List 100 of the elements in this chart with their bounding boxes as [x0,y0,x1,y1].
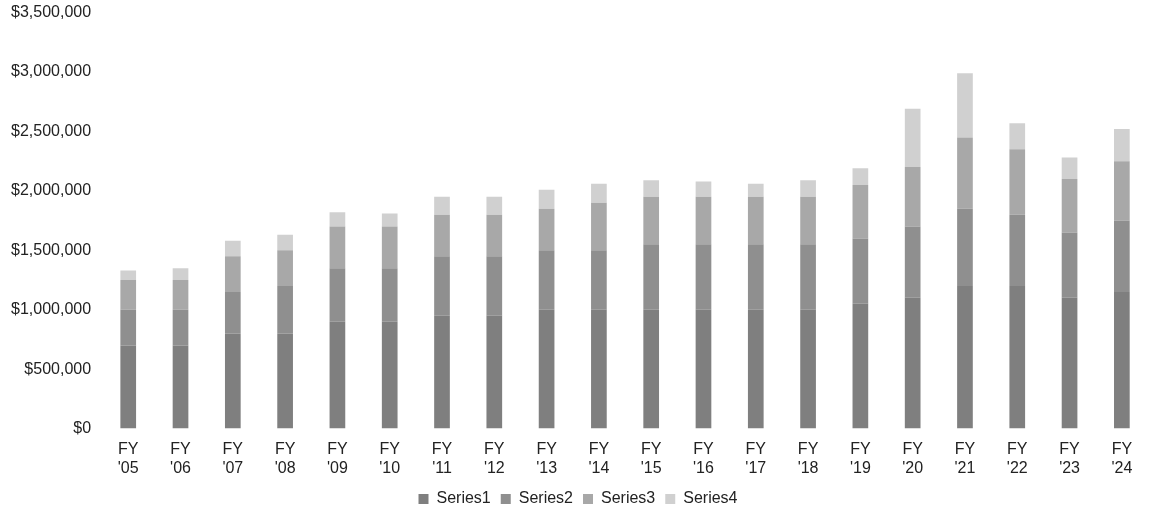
bar [120,345,137,429]
y-tick-label: $500,000 [24,359,92,377]
bar [538,250,555,310]
bar [957,285,973,429]
bar [486,315,503,429]
bar [1114,220,1130,292]
bar [224,291,241,334]
bar [800,196,816,245]
bar [1009,285,1026,429]
bar [591,183,607,203]
bar [434,315,450,429]
bar [747,196,764,245]
legend-label: Series1 [436,489,491,507]
x-tick-label: FY '05 [117,439,139,476]
y-tick-label: $2,000,000 [11,181,92,199]
bar [904,226,921,298]
bar [695,309,712,429]
bar [172,345,189,429]
bar [434,196,450,215]
bar [1114,161,1130,221]
bar [434,214,450,257]
bar [277,234,293,251]
y-tick-label: $3,000,000 [11,62,92,80]
bar [538,309,555,429]
x-tick-label: FY '18 [797,439,819,476]
bar [329,321,346,429]
legend-label: Series4 [683,489,738,507]
bar [852,168,869,185]
y-tick-label: $2,500,000 [11,121,92,139]
bar [904,297,921,429]
bar [224,240,241,257]
y-tick-label: $1,500,000 [11,240,92,258]
x-tick-label: FY '15 [640,439,662,476]
bar [538,208,555,251]
bar [695,244,712,310]
bar [381,213,398,227]
bar [224,256,241,292]
bar [277,333,293,429]
x-tick-label: FY '06 [170,439,192,476]
bar [800,180,816,197]
bar [747,244,764,310]
bar [1009,214,1026,286]
x-tick-label: FY '11 [431,439,453,476]
x-tick-label: FY '19 [849,439,871,476]
bar [486,256,503,316]
y-tick-label: $3,500,000 [11,3,92,21]
bar [852,238,869,304]
x-tick-label: FY '24 [1111,439,1133,476]
bar [957,73,973,138]
bar [643,180,660,197]
bar [434,256,450,316]
bar [747,309,764,429]
bar [329,268,346,322]
bar [329,226,346,269]
bar [172,309,189,346]
x-tick-label: FY '23 [1059,439,1081,476]
bar [381,226,398,269]
x-tick-label: FY '13 [536,439,558,476]
bar [591,202,607,251]
bar [1009,149,1026,215]
bar [643,309,660,429]
legend-label: Series3 [601,489,656,507]
x-tick-label: FY '22 [1006,439,1028,476]
x-tick-label: FY '10 [379,439,401,476]
bar [1114,129,1130,162]
bar [1061,179,1078,233]
x-tick-label: FY '12 [483,439,505,476]
bar [591,250,607,310]
bar [277,285,293,334]
bar [957,208,973,286]
bar [381,268,398,322]
bar [852,303,869,429]
bar [172,268,189,281]
x-tick-label: FY '14 [588,439,610,476]
bar [1061,232,1078,298]
bar [852,184,869,239]
bar [1061,157,1078,179]
bar [1114,291,1130,429]
bar [120,280,137,310]
bar [329,212,346,227]
bar [120,270,137,281]
bar [120,309,137,346]
bar [643,196,660,245]
bar [1061,297,1078,429]
x-tick-label: FY '09 [326,439,348,476]
bar [695,181,712,197]
legend-label: Series2 [518,489,574,507]
bar [800,309,816,429]
x-tick-label: FY '16 [693,439,715,476]
x-tick-label: FY '07 [222,439,244,476]
bar [486,196,503,215]
bar [800,244,816,310]
bar [486,214,503,257]
x-tick-label: FY '21 [954,439,976,476]
x-tick-label: FY '17 [745,439,767,476]
bar [957,137,973,209]
bar [381,321,398,429]
bar [591,309,607,429]
y-tick-label: $0 [73,419,92,437]
bar [277,250,293,286]
